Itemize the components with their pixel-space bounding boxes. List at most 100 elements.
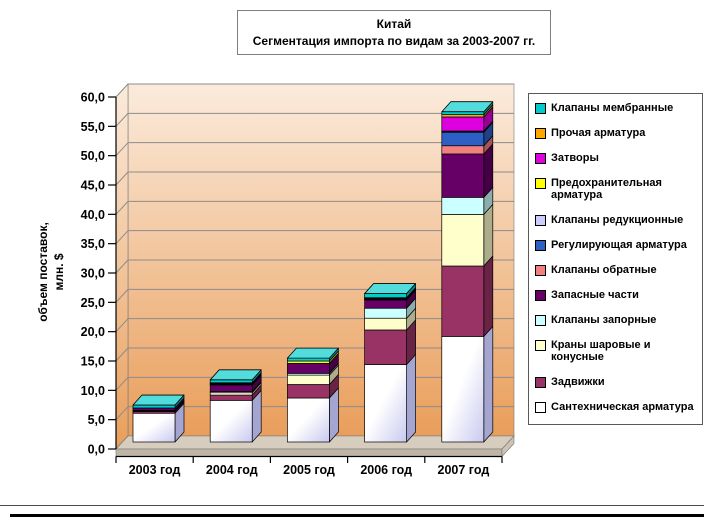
gridline-side <box>115 259 129 274</box>
y-tick-label: 5,0 <box>88 413 105 427</box>
bar-segment <box>441 214 485 267</box>
legend-label: Сантехническая арматура <box>551 401 694 413</box>
legend-item: Клапаны редукционные <box>535 214 699 226</box>
legend-item: Задвижки <box>535 376 699 388</box>
bar-segment <box>441 111 485 115</box>
bar-segment <box>209 392 253 396</box>
legend-label: Запасные части <box>551 289 639 301</box>
bar-segment <box>364 317 407 331</box>
bar-segment <box>364 307 407 319</box>
y-tick-label: 10,0 <box>81 384 105 398</box>
y-tick-label: 0,0 <box>88 443 105 457</box>
y-tick-label: 45,0 <box>81 179 105 193</box>
legend-label: Клапаны мембранные <box>551 102 674 114</box>
legend-label: Прочая арматура <box>551 127 646 139</box>
gridline-side <box>115 376 129 391</box>
chart-title-line1: Китай <box>376 17 412 31</box>
bar-segment <box>287 384 330 399</box>
gridline-side <box>115 142 129 157</box>
plot-floor-side <box>501 435 515 458</box>
x-tick-label: 2007 год <box>438 463 490 477</box>
legend: Клапаны мембранные Прочая арматура Затворы… <box>528 93 703 425</box>
gridline-side <box>115 230 129 245</box>
legend-item: Клапаны мембранные <box>535 102 699 114</box>
y-tick-label: 40,0 <box>81 208 105 222</box>
bar-top-face <box>441 101 494 113</box>
legend-label: Клапаны запорные <box>551 314 657 326</box>
bar-segment <box>209 384 253 392</box>
divider-line-thick <box>10 514 704 517</box>
bar-segment <box>364 329 407 365</box>
bar-segment-side <box>483 204 494 267</box>
legend-swatch <box>535 128 546 139</box>
legend-label: Клапаны обратные <box>551 264 657 276</box>
bar-segment <box>441 116 485 132</box>
legend-item: Прочая арматура <box>535 127 699 139</box>
legend-item: Предохранительная арматура <box>535 177 699 201</box>
legend-swatch <box>535 290 546 301</box>
bar-segment <box>132 412 176 443</box>
y-tick-label: 55,0 <box>81 120 105 134</box>
divider-line-thin <box>0 505 704 506</box>
chart-title-line2: Сегментация импорта по видам за 2003-200… <box>252 34 536 48</box>
legend-item: Клапаны запорные <box>535 314 699 326</box>
gridline-side <box>115 83 129 98</box>
legend-swatch <box>535 178 546 189</box>
bar-segment <box>287 363 330 374</box>
legend-label: Регулирующая арматура <box>551 239 687 251</box>
legend-swatch <box>535 377 546 388</box>
x-tick-label: 2006 год <box>360 463 412 477</box>
legend-swatch <box>535 265 546 276</box>
bar-segment <box>287 374 330 385</box>
y-tick-label: 30,0 <box>81 267 105 281</box>
legend-swatch <box>535 215 546 226</box>
legend-swatch <box>535 402 546 413</box>
bar-segment <box>364 364 407 443</box>
bar-segment <box>209 379 253 384</box>
bar-segment <box>441 114 485 118</box>
bar-segment <box>441 265 485 337</box>
y-tick-label: 15,0 <box>81 355 105 369</box>
legend-swatch <box>535 340 546 351</box>
bar-segment <box>441 336 485 443</box>
bar-segment <box>441 153 485 198</box>
bar-segment <box>287 397 330 443</box>
legend-item: Запасные части <box>535 289 699 301</box>
bar-segment <box>287 360 330 364</box>
x-tick-label: 2004 год <box>206 463 258 477</box>
bar-segment-side <box>406 354 416 443</box>
legend-item: Затворы <box>535 152 699 164</box>
y-tick-label: 60,0 <box>81 91 105 105</box>
gridline-side <box>115 288 129 303</box>
legend-swatch <box>535 240 546 251</box>
gridline-side <box>115 406 129 421</box>
gridline-side <box>115 171 129 186</box>
y-tick-label: 25,0 <box>81 296 105 310</box>
legend-label: Краны шаровые и конусные <box>551 339 651 363</box>
legend-label: Клапаны редукционные <box>551 214 684 226</box>
y-tick-label: 35,0 <box>81 237 105 251</box>
y-tick-label: 50,0 <box>81 149 105 163</box>
legend-swatch <box>535 315 546 326</box>
bar-segment <box>364 293 407 299</box>
y-tick-label: 20,0 <box>81 325 105 339</box>
bar-segment <box>209 399 253 443</box>
bar-segment <box>287 357 330 362</box>
legend-item: Краны шаровые и конусные <box>535 339 699 363</box>
gridline-side <box>115 318 129 333</box>
legend-label: Предохранительная арматура <box>551 177 662 201</box>
bar-segment <box>209 394 253 401</box>
bar-segment-side <box>483 255 494 337</box>
bar-top-face <box>286 347 339 359</box>
gridline-side <box>115 112 129 127</box>
bar-top-face <box>132 394 185 406</box>
bar-segment-side <box>483 326 494 443</box>
bar-top-face <box>364 283 417 294</box>
legend-label: Задвижки <box>551 376 605 388</box>
chart-title: Китай Сегментация импорта по видам за 20… <box>237 10 551 55</box>
bar-segment <box>132 407 176 411</box>
legend-item: Регулирующая арматура <box>535 239 699 251</box>
bar-segment <box>441 145 485 155</box>
